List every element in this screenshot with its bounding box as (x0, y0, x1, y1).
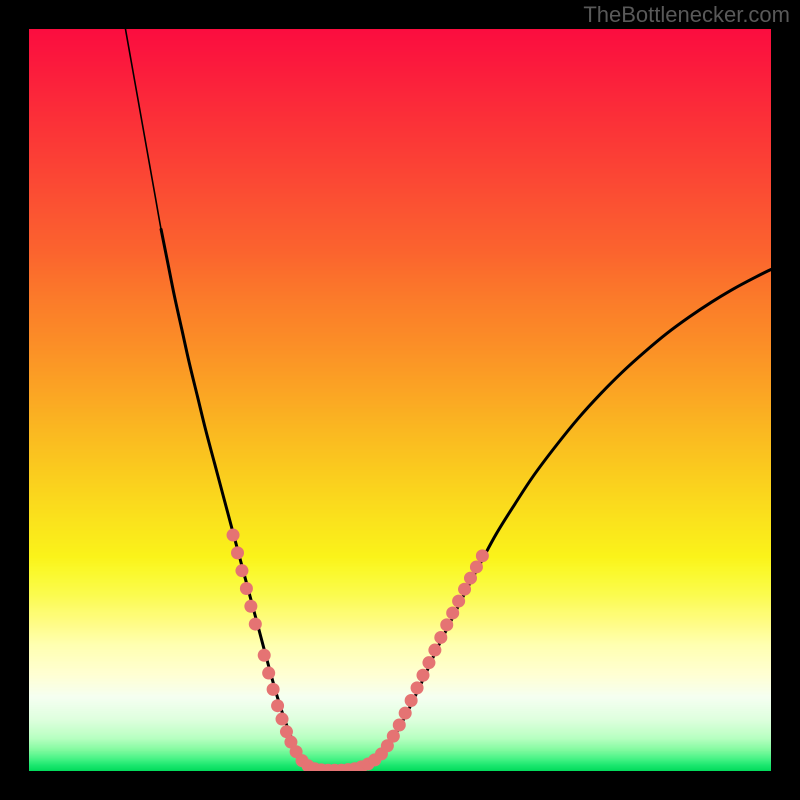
data-dot (458, 583, 471, 596)
data-dot (271, 699, 284, 712)
data-dot (440, 618, 453, 631)
data-dot (227, 529, 240, 542)
data-dot (399, 707, 412, 720)
data-dot (411, 681, 424, 694)
plot-frame (27, 27, 773, 773)
data-dot (452, 595, 465, 608)
data-dot (464, 572, 477, 585)
data-dot (387, 730, 400, 743)
data-dot (428, 644, 441, 657)
plot-area (29, 29, 771, 771)
data-point-dots (29, 29, 771, 771)
data-dot (446, 606, 459, 619)
data-dot (240, 582, 253, 595)
watermark-text: TheBottlenecker.com (583, 2, 790, 28)
data-dot (405, 694, 418, 707)
chart-container: TheBottlenecker.com (0, 0, 800, 800)
data-dot (422, 656, 435, 669)
data-dot (276, 713, 289, 726)
data-dot (393, 718, 406, 731)
data-dot (470, 560, 483, 573)
data-dot (258, 649, 271, 662)
data-dot (267, 683, 280, 696)
data-dot (231, 546, 244, 559)
data-dot (434, 631, 447, 644)
data-dot (249, 618, 262, 631)
data-dot (235, 564, 248, 577)
data-dot (476, 549, 489, 562)
data-dot (244, 600, 257, 613)
data-dot (262, 667, 275, 680)
data-dot (417, 669, 430, 682)
